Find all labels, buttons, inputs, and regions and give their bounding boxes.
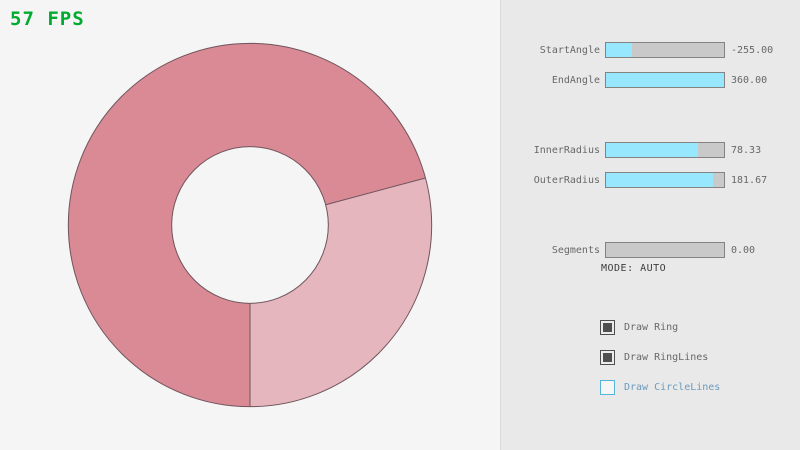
startangle-row: StartAngle -255.00 [480,42,773,58]
innerradius-value: 78.33 [731,144,762,156]
outerradius-row: OuterRadius 181.67 [480,172,767,188]
draw-ringlines-checkbox[interactable] [600,350,615,365]
draw-circlelines-label: Draw CircleLines [624,382,721,393]
fps-counter: 57 FPS [10,8,85,30]
outerradius-label: OuterRadius [533,174,600,186]
innerradius-slider-fill [606,143,699,157]
draw-ring-checkbox[interactable] [600,320,615,335]
innerradius-row: InnerRadius 78.33 [480,142,761,158]
mode-indicator: MODE: AUTO [601,263,667,274]
draw-circlelines-checkbox[interactable] [600,380,615,395]
checkmark [603,323,612,332]
ring-inner-outline [171,146,329,304]
outerradius-slider[interactable] [605,172,725,188]
draw-ringlines-row: Draw RingLines [600,350,708,365]
ring-outlines [67,42,433,408]
draw-ringlines-label: Draw RingLines [624,352,709,363]
startangle-slider[interactable] [605,42,725,58]
innerradius-slider[interactable] [605,142,725,158]
endangle-slider-fill [606,73,724,87]
ring-sector-light [250,177,432,407]
segments-row: Segments 0.00 [480,242,755,258]
draw-ring-row: Draw Ring [600,320,678,335]
startangle-slider-fill [606,43,632,57]
draw-circlelines-row: Draw CircleLines [600,380,720,395]
endangle-row: EndAngle 360.00 [480,72,767,88]
outerradius-value: 181.67 [731,174,768,186]
segments-value: 0.00 [731,244,756,256]
checkmark [603,353,612,362]
endangle-label: EndAngle [551,74,600,86]
innerradius-label: InnerRadius [533,144,600,156]
segments-slider[interactable] [605,242,725,258]
endangle-value: 360.00 [731,74,768,86]
startangle-value: -255.00 [731,44,774,56]
startangle-label: StartAngle [539,44,600,56]
outerradius-slider-fill [606,173,714,187]
ring-line-upper-right [325,177,426,206]
draw-ring-label: Draw Ring [624,322,679,333]
ring-preview [67,42,433,408]
segments-label: Segments [551,244,600,256]
endangle-slider[interactable] [605,72,725,88]
ring-sector-dark [68,43,426,407]
